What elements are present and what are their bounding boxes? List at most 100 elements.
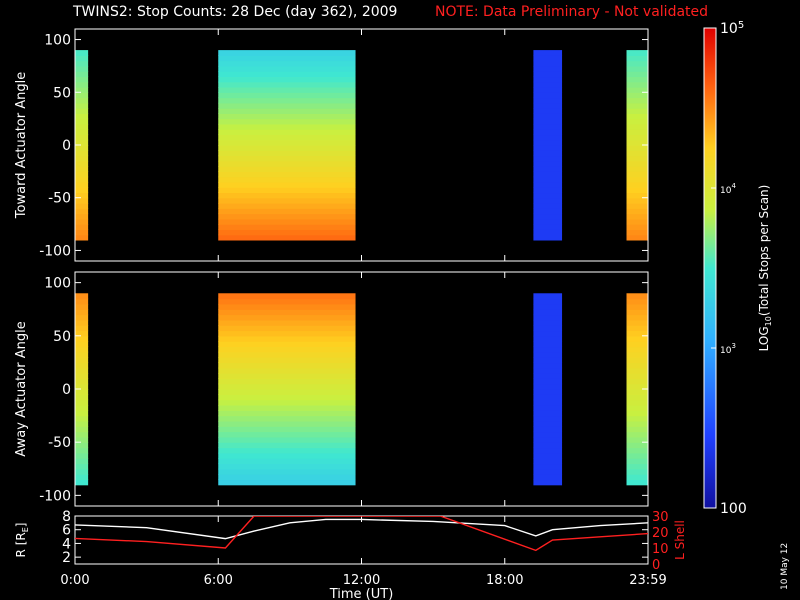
heatmap-cell	[626, 362, 648, 369]
heatmap-cell	[75, 383, 89, 390]
heatmap-cell	[75, 113, 89, 120]
heatmap-cell	[626, 341, 648, 348]
x-tick-label: 6:00	[204, 573, 233, 588]
panel-1: 100 50 0 -50 -100 Toward Actuator Angle	[14, 28, 649, 262]
heatmap-cell	[75, 81, 89, 88]
heatmap-cell	[626, 474, 648, 481]
heatmap-cell	[533, 309, 563, 316]
heatmap-cell	[626, 234, 648, 241]
heatmap-cell	[533, 335, 563, 342]
heatmap-cell	[626, 92, 648, 99]
heatmap-cell	[626, 213, 648, 220]
heatmap-cell	[75, 102, 89, 109]
heatmap-cell	[75, 426, 89, 433]
heatmap-cell	[218, 203, 356, 209]
heatmap-cell	[626, 197, 648, 204]
heatmap-cell	[626, 351, 648, 358]
heatmap-cell	[75, 309, 89, 316]
radius-series-line	[75, 518, 648, 540]
heatmap-cell	[533, 426, 563, 433]
heatmap-cell	[533, 81, 563, 88]
heatmap-cell	[75, 213, 89, 220]
heatmap-cell	[218, 325, 356, 332]
heatmap-cell	[75, 442, 89, 449]
heatmap-cell	[75, 367, 89, 374]
heatmap-cell	[533, 55, 563, 62]
data-block	[626, 50, 648, 241]
heatmap-cell	[218, 218, 356, 225]
heatmap-cell	[626, 218, 648, 225]
heatmap-cell	[218, 71, 356, 78]
heatmap-cell	[626, 399, 648, 406]
heatmap-cell	[533, 60, 563, 67]
heatmap-cell	[533, 394, 563, 401]
heatmap-cell	[218, 181, 356, 188]
heatmap-cell	[626, 404, 648, 411]
heatmap-cell	[218, 399, 356, 406]
chart-title: TWINS2: Stop Counts: 28 Dec (day 362), 2…	[73, 4, 398, 20]
heatmap-cell	[218, 394, 356, 401]
heatmap-cell	[533, 367, 563, 374]
heatmap-cell	[533, 383, 563, 390]
heatmap-cell	[75, 319, 89, 326]
heatmap-cell	[75, 181, 89, 188]
heatmap-cell	[75, 474, 89, 481]
heatmap-cell	[75, 410, 89, 417]
heatmap-cell	[218, 404, 356, 411]
heatmap-cell	[75, 203, 89, 209]
heatmap-cell	[626, 436, 648, 443]
heatmap-cell	[626, 335, 648, 342]
heatmap-cell	[218, 452, 356, 459]
heatmap-cell	[218, 442, 356, 449]
heatmap-cell	[626, 65, 648, 72]
heatmap-cell	[533, 102, 563, 109]
x-tick-label: 23:59	[629, 573, 666, 588]
heatmap-cell	[75, 447, 89, 454]
data-block	[218, 50, 356, 241]
heatmap-cell	[75, 92, 89, 99]
heatmap-cell	[75, 60, 89, 67]
colorbar-tick-label: 104	[720, 182, 736, 196]
heatmap-cell	[533, 166, 563, 172]
heatmap-cell	[533, 160, 563, 167]
heatmap-cell	[626, 55, 648, 62]
heatmap-cell	[533, 118, 563, 125]
heatmap-cell	[626, 60, 648, 67]
heatmap-cell	[218, 351, 356, 358]
heatmap-cell	[626, 166, 648, 172]
heatmap-cell	[218, 129, 356, 136]
y-tick-label: -50	[48, 435, 71, 451]
heatmap-cell	[626, 134, 648, 141]
y-tick-label: 6	[62, 523, 71, 539]
heatmap-cell	[218, 55, 356, 62]
heatmap-cell	[533, 234, 563, 241]
heatmap-cell	[218, 102, 356, 109]
heatmap-cell	[533, 139, 563, 146]
y2-tick-label: 10	[652, 542, 669, 557]
heatmap-cell	[533, 187, 563, 194]
heatmap-cell	[75, 118, 89, 125]
heatmap-cell	[533, 404, 563, 411]
heatmap-cell	[75, 463, 89, 470]
heatmap-cell	[533, 203, 563, 209]
heatmap-cell	[218, 229, 356, 236]
heatmap-cell	[75, 357, 89, 364]
heatmap-cell	[533, 192, 563, 199]
heatmap-cell	[533, 92, 563, 99]
y2-tick-label: 30	[652, 510, 669, 525]
heatmap-cell	[75, 378, 89, 385]
y-tick-label: 8	[62, 509, 71, 525]
heatmap-cell	[75, 97, 89, 104]
heatmap-cell	[626, 118, 648, 125]
heatmap-cell	[218, 213, 356, 220]
heatmap-cell	[533, 325, 563, 332]
heatmap-cell	[218, 87, 356, 93]
heatmap-cell	[533, 76, 563, 83]
heatmap-cell	[626, 442, 648, 449]
heatmap-cell	[218, 367, 356, 374]
heatmap-cell	[218, 426, 356, 433]
heatmap-cell	[75, 50, 89, 56]
heatmap-cell	[218, 81, 356, 88]
